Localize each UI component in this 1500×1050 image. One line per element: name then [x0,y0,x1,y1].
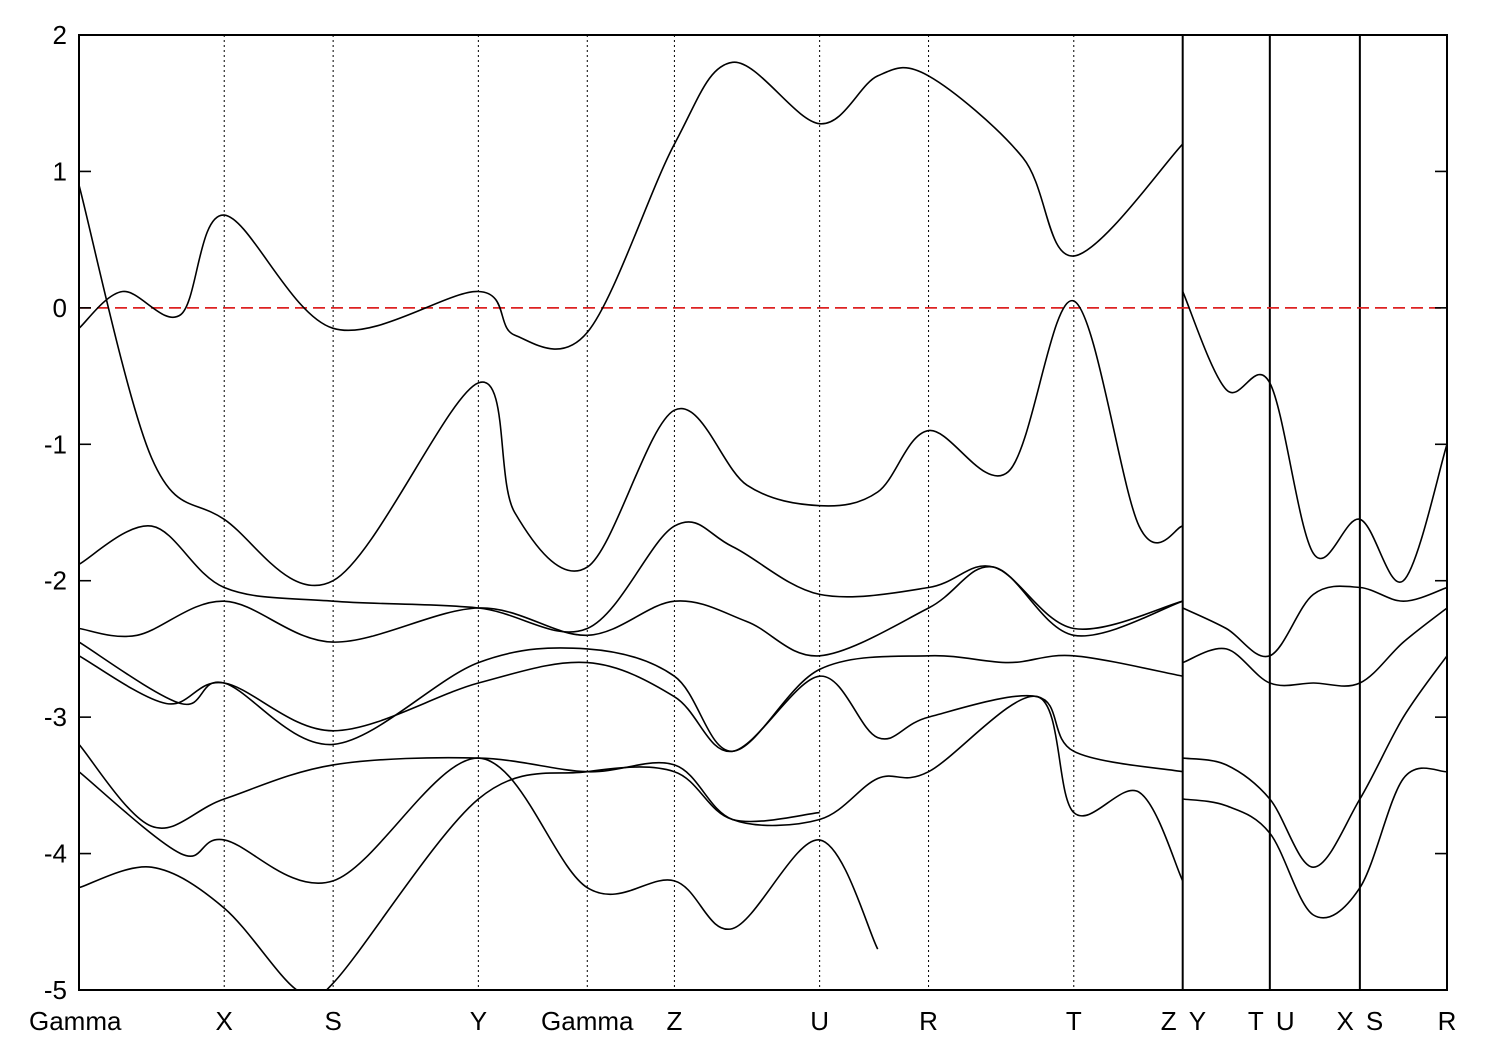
band-line [79,757,879,950]
x-tick-label: U [1276,1006,1295,1036]
y-tick-label: -3 [44,702,67,732]
x-tick-label: Y [1189,1006,1206,1036]
k-point-lines [223,35,1075,990]
band-line [79,655,1183,773]
band-line [79,695,1184,882]
band-line [79,521,1183,633]
x-tick-label: U [810,1006,829,1036]
band-line [1182,585,1447,658]
band-line [79,184,1183,587]
band-line [79,766,820,990]
band-line [1182,607,1447,687]
x-tick-label: S [1366,1006,1383,1036]
x-tick-label: R [1438,1006,1457,1036]
x-tick-label: X [1337,1006,1354,1036]
y-tick-label: 0 [53,293,67,323]
x-tick-label: S [324,1006,341,1036]
y-tick-label: -2 [44,566,67,596]
y-tick-label: 2 [53,20,67,50]
x-tick-label: Y [470,1006,487,1036]
plot-frame [78,34,1448,991]
y-tick-label: -1 [44,429,67,459]
x-tick-label: Gamma [541,1006,634,1036]
y-tick-label: -4 [44,839,67,869]
path-breaks [1181,35,1361,990]
y-tick-label: -5 [44,975,67,1005]
y-tick-label: 1 [53,156,67,186]
band-line [79,565,1183,657]
x-tick-label: Z [666,1006,682,1036]
x-tick-label: T [1066,1006,1082,1036]
x-tick-label: R [919,1006,938,1036]
x-axis: Gamma X S Y Gamma Z U R T Z Y T U X S R [29,1006,1456,1036]
x-tick-label: Z [1161,1006,1177,1036]
x-tick-label: X [216,1006,233,1036]
band-line [1182,655,1447,868]
y-axis: -5 -4 -3 -2 -1 0 1 2 [44,20,1447,1005]
bands [79,61,1447,990]
x-tick-label: T [1248,1006,1264,1036]
band-line [1181,291,1447,583]
x-tick-label: Gamma [29,1006,122,1036]
band-line [1182,767,1447,919]
band-line [79,61,1184,350]
